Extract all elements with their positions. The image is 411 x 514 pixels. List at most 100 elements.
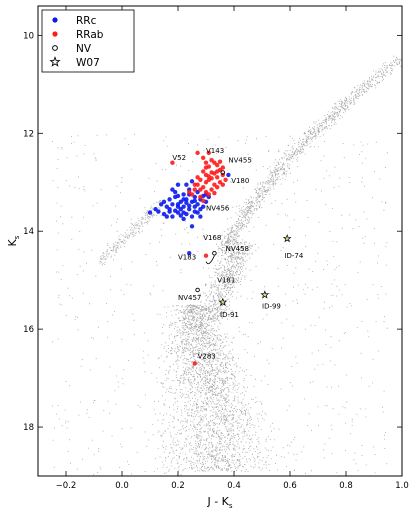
point-rrab: [201, 155, 206, 160]
series-layer: [147, 150, 292, 366]
point-rrab: [201, 198, 206, 204]
point-rrab: [192, 182, 197, 187]
point-rrc: [187, 206, 192, 212]
annotation-label: ID-91: [220, 311, 239, 319]
point-rrc: [198, 214, 203, 219]
point-rrab: [203, 189, 209, 195]
annotation-label: NV458: [226, 245, 249, 253]
point-rrab: [212, 190, 217, 196]
legend-label: RRc: [76, 15, 97, 27]
point-rrab: [209, 187, 214, 192]
point-rrab: [209, 158, 214, 163]
legend-label: NV: [76, 43, 92, 55]
x-tick-label: −0.2: [56, 481, 77, 491]
point-rrc: [181, 216, 186, 222]
plot-frame: [37, 5, 403, 477]
annotation-label: ID-74: [284, 252, 303, 260]
svg-text:J - Ks: J - Ks: [206, 495, 232, 510]
point-w07: [282, 233, 292, 243]
point-rrab: [195, 150, 200, 156]
point-rrab: [198, 187, 203, 192]
x-tick-label: 0.0: [115, 481, 129, 491]
field-star-points: [52, 55, 402, 476]
point-w07: [218, 297, 228, 306]
y-tick-label: 10: [23, 31, 34, 41]
legend-label: W07: [76, 57, 100, 69]
point-rrc: [181, 192, 186, 197]
annotation-label: NV457: [178, 294, 201, 302]
point-rrab: [215, 184, 220, 190]
point-rrc: [181, 204, 186, 209]
point-rrc: [178, 213, 183, 218]
series-nv: [195, 170, 226, 293]
point-rrab: [201, 169, 206, 174]
point-rrc: [181, 210, 186, 215]
annotation-layer: V143 V52 NV455 V180 NV456 V168 NV458 V183 ID-74 V…: [172, 147, 303, 361]
point-rrab: [206, 164, 211, 169]
point-rrc: [184, 182, 189, 187]
point-rrc: [167, 206, 172, 212]
point-rrc: [187, 203, 192, 208]
y-tick-label: 14: [23, 227, 34, 237]
x-axis-label: J - Ks: [206, 495, 232, 510]
point-rrc: [187, 251, 192, 256]
legend-label: RRab: [76, 29, 104, 41]
point-rrc: [226, 172, 231, 178]
annotation-label: V283: [198, 353, 216, 361]
point-rrc: [189, 179, 195, 184]
series-w07: [218, 233, 292, 306]
annotation-label: NV456: [206, 205, 230, 213]
point-rrc: [170, 214, 175, 219]
y-tick-label: 12: [23, 129, 34, 139]
point-rrc: [192, 204, 197, 209]
axis-ticks: −0.2 0.0 0.2 0.4 0.6 0.8 1.0 10 12 14 16 18: [23, 6, 409, 491]
x-tick-label: 0.8: [339, 481, 353, 491]
annotation-label: ID-99: [262, 303, 281, 311]
point-rrc: [167, 197, 172, 202]
svg-text:Ks: Ks: [6, 235, 21, 246]
point-rrc: [170, 202, 175, 207]
point-rrc: [175, 182, 181, 187]
annotation-label: V183: [178, 254, 196, 262]
point-rrab: [220, 165, 225, 170]
annotation-label: NV455: [228, 157, 251, 165]
point-rrab: [203, 180, 209, 185]
point-rrc: [153, 206, 158, 212]
point-rrab: [192, 187, 197, 192]
x-tick-label: 1.0: [395, 481, 409, 491]
point-rrc: [201, 204, 206, 209]
point-rrab: [187, 189, 192, 195]
point-rrab: [198, 194, 203, 200]
y-axis-label-main: K: [6, 238, 19, 246]
nv458-pointer: [205, 255, 215, 265]
point-rrc: [184, 197, 189, 202]
y-tick-label: 16: [23, 325, 34, 335]
series-rrc: [147, 172, 231, 256]
y-tick-label: 18: [23, 423, 34, 433]
point-rrab: [206, 150, 211, 156]
point-rrab: [170, 160, 175, 165]
annotation-label: V180: [231, 177, 249, 185]
point-rrc: [147, 210, 153, 215]
point-rrc: [164, 214, 169, 219]
annotation-label: V181: [217, 277, 235, 285]
point-rrc: [173, 208, 178, 213]
annotation-label: V52: [172, 154, 186, 162]
point-rrab: [192, 361, 197, 366]
annotation-label: V168: [203, 234, 221, 242]
point-rrc: [189, 224, 195, 229]
point-rrab: [203, 253, 209, 258]
point-rrc: [170, 187, 175, 192]
y-axis-label-sub: s: [13, 235, 21, 239]
point-rrc: [192, 198, 197, 204]
x-tick-label: 0.6: [283, 481, 297, 491]
point-rrc: [175, 202, 181, 207]
point-nv: [195, 287, 200, 293]
point-rrab: [195, 175, 200, 180]
point-rrab: [215, 169, 220, 174]
x-axis-label-sub: s: [229, 502, 233, 510]
point-rrab: [217, 159, 223, 164]
legend-marker-w07: [49, 56, 61, 67]
point-nv: [220, 170, 226, 175]
